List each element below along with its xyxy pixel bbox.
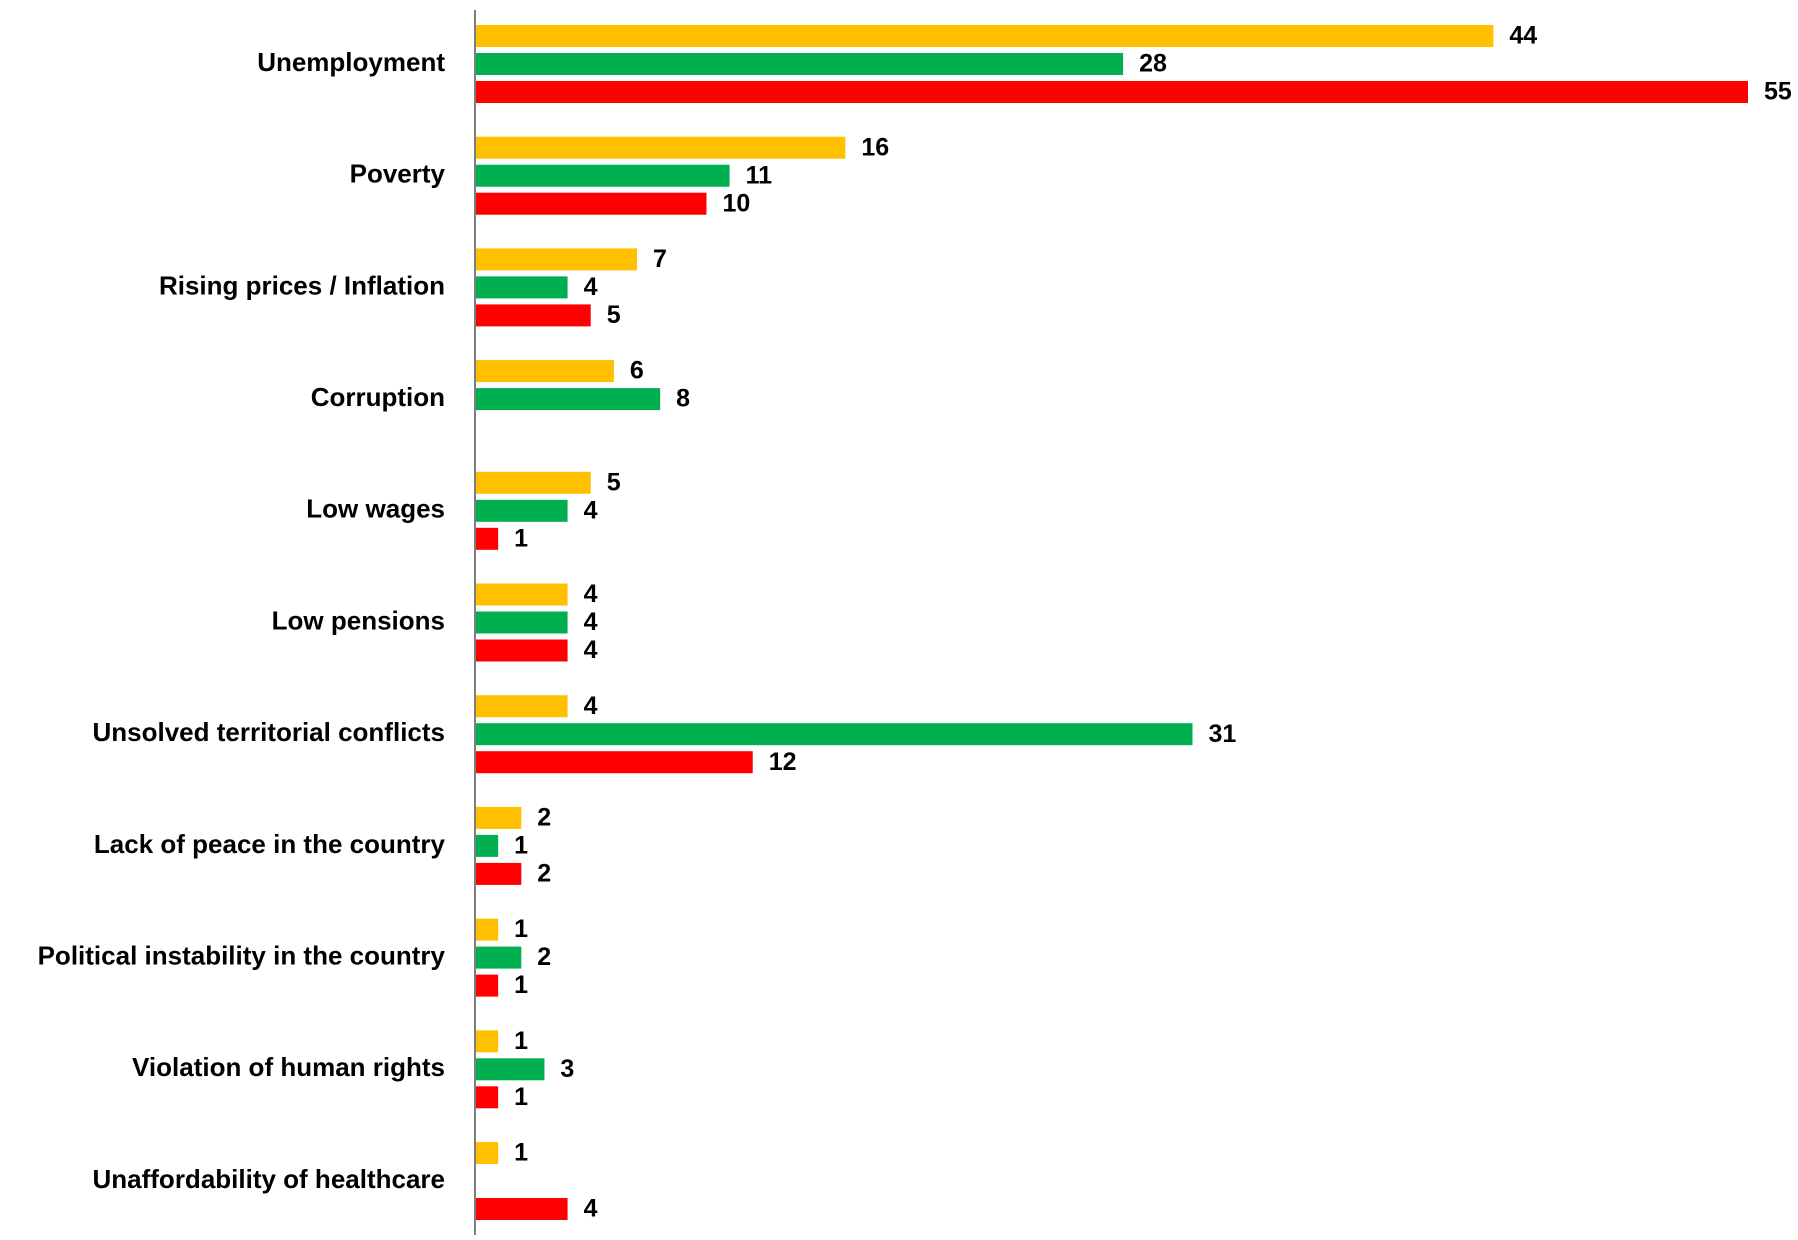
value-label-low-wages-series-2: 4 <box>584 496 598 524</box>
value-label-lack-of-peace-in-the-country-series-3: 2 <box>537 860 551 888</box>
bar-poverty-series-1 <box>475 136 846 159</box>
value-label-unemployment-series-2: 28 <box>1139 50 1167 78</box>
bar-political-instability-in-the-country-series-2 <box>475 946 522 969</box>
value-label-corruption-series-2: 8 <box>676 385 690 413</box>
category-label-rising-prices-inflation: Rising prices / Inflation <box>159 270 445 300</box>
value-label-unaffordability-of-healthcare-series-3: 4 <box>584 1195 598 1223</box>
bar-unemployment-series-3 <box>475 81 1748 103</box>
bar-unaffordability-of-healthcare-series-3 <box>475 1198 568 1220</box>
value-label-rising-prices-inflation-series-2: 4 <box>584 273 598 301</box>
bar-corruption-series-2 <box>475 388 661 411</box>
category-label-poverty: Poverty <box>350 159 446 189</box>
bar-poverty-series-3 <box>475 192 707 215</box>
bar-political-instability-in-the-country-series-3 <box>475 974 499 997</box>
bar-low-pensions-series-2 <box>475 611 568 634</box>
bar-lack-of-peace-in-the-country-series-1 <box>475 806 522 829</box>
bar-unemployment-series-1 <box>475 25 1494 47</box>
category-label-low-wages: Low wages <box>306 494 445 524</box>
value-label-low-wages-series-3: 1 <box>514 524 528 552</box>
bar-rising-prices-inflation-series-2 <box>475 276 568 299</box>
category-label-unemployment: Unemployment <box>257 47 445 77</box>
bar-unaffordability-of-healthcare-series-1 <box>475 1142 499 1164</box>
value-label-unsolved-territorial-conflicts-series-1: 4 <box>584 692 598 720</box>
value-label-rising-prices-inflation-series-1: 7 <box>653 245 667 273</box>
value-label-unsolved-territorial-conflicts-series-2: 31 <box>1209 720 1237 748</box>
bar-unemployment-series-2 <box>475 53 1124 75</box>
category-label-low-pensions: Low pensions <box>272 605 445 635</box>
bar-rising-prices-inflation-series-1 <box>475 248 638 271</box>
bar-unsolved-territorial-conflicts-series-3 <box>475 751 753 774</box>
value-label-poverty-series-2: 11 <box>746 161 773 189</box>
value-label-unemployment-series-1: 44 <box>1509 22 1537 50</box>
bar-violation-of-human-rights-series-2 <box>475 1058 545 1081</box>
value-label-unaffordability-of-healthcare-series-1: 1 <box>514 1139 528 1167</box>
bar-unsolved-territorial-conflicts-series-1 <box>475 695 568 718</box>
bar-lack-of-peace-in-the-country-series-3 <box>475 862 522 885</box>
bar-violation-of-human-rights-series-1 <box>475 1030 499 1053</box>
category-label-political-instability-in-the-country: Political instability in the country <box>38 940 446 970</box>
value-label-rising-prices-inflation-series-3: 5 <box>607 301 621 329</box>
value-label-violation-of-human-rights-series-1: 1 <box>514 1027 528 1055</box>
value-label-violation-of-human-rights-series-3: 1 <box>514 1083 528 1111</box>
bar-poverty-series-2 <box>475 164 730 187</box>
value-label-political-instability-in-the-country-series-1: 1 <box>514 915 528 943</box>
value-label-poverty-series-3: 10 <box>722 189 750 217</box>
bar-lack-of-peace-in-the-country-series-2 <box>475 834 499 857</box>
category-label-unsolved-territorial-conflicts: Unsolved territorial conflicts <box>92 717 445 747</box>
bar-violation-of-human-rights-series-3 <box>475 1086 499 1109</box>
category-label-lack-of-peace-in-the-country: Lack of peace in the country <box>94 829 446 859</box>
value-label-lack-of-peace-in-the-country-series-1: 2 <box>537 804 551 832</box>
value-label-unemployment-series-3: 55 <box>1764 78 1792 106</box>
bar-low-pensions-series-1 <box>475 583 568 606</box>
value-label-political-instability-in-the-country-series-2: 2 <box>537 943 551 971</box>
bar-rising-prices-inflation-series-3 <box>475 304 591 327</box>
value-label-unsolved-territorial-conflicts-series-3: 12 <box>769 748 797 776</box>
value-label-lack-of-peace-in-the-country-series-2: 1 <box>514 832 528 860</box>
value-label-corruption-series-1: 6 <box>630 357 644 385</box>
value-label-low-wages-series-1: 5 <box>607 468 621 496</box>
bars-layer <box>475 25 1748 1220</box>
category-labels-layer: Unemployment Poverty Rising prices / Infla… <box>38 47 446 1194</box>
bar-low-wages-series-3 <box>475 527 499 550</box>
value-label-low-pensions-series-3: 4 <box>584 636 598 664</box>
value-label-low-pensions-series-2: 4 <box>584 608 598 636</box>
value-label-low-pensions-series-1: 4 <box>584 580 598 608</box>
value-label-poverty-series-1: 16 <box>861 133 889 161</box>
bar-political-instability-in-the-country-series-1 <box>475 918 499 941</box>
bar-low-wages-series-2 <box>475 499 568 522</box>
bar-low-pensions-series-3 <box>475 639 568 662</box>
value-label-violation-of-human-rights-series-2: 3 <box>560 1055 574 1083</box>
category-label-violation-of-human-rights: Violation of human rights <box>132 1052 445 1082</box>
bar-low-wages-series-1 <box>475 471 591 494</box>
category-label-unaffordability-of-healthcare: Unaffordability of healthcare <box>93 1164 446 1194</box>
bar-corruption-series-1 <box>475 360 614 383</box>
category-label-corruption: Corruption <box>311 382 445 412</box>
value-label-political-instability-in-the-country-series-3: 1 <box>514 971 528 999</box>
bar-unsolved-territorial-conflicts-series-2 <box>475 723 1193 746</box>
